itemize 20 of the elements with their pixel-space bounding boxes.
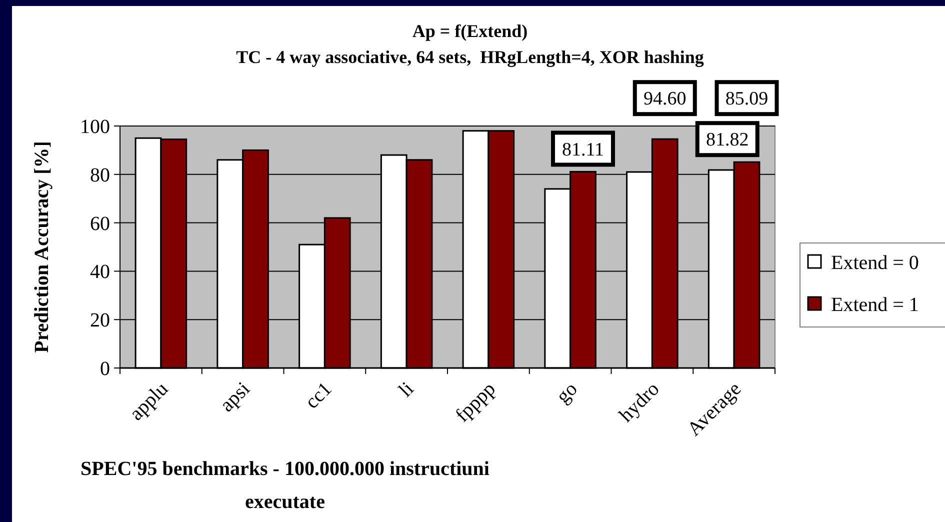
y-tick-label: 100 — [80, 116, 110, 138]
y-tick-label: 0 — [100, 358, 110, 380]
x-tick-label: cc1 — [301, 378, 336, 414]
legend-label: Extend = 0 — [831, 252, 919, 274]
data-label: 85.09 — [725, 88, 768, 110]
y-tick-label: 80 — [90, 164, 110, 186]
y-axis-title: Prediction Accuracy [%] — [31, 141, 53, 353]
x-tick-label: apsi — [216, 378, 255, 416]
data-label: 81.11 — [562, 139, 604, 160]
x-tick-label: li — [394, 378, 418, 402]
y-tick-label: 60 — [90, 212, 110, 235]
chart-title: Ap = f(Extend) — [412, 21, 528, 41]
legend-label: Extend = 1 — [831, 294, 919, 316]
x-axis-title: SPEC'95 benchmarks - 100.000.000 instructiuni executate — [80, 458, 490, 513]
data-label: 94.60 — [644, 88, 686, 110]
y-tick-label: 20 — [90, 310, 110, 332]
data-label: 81.82 — [706, 130, 749, 151]
chart-subtitle: TC - 4 way associative, 64 sets, HRgLength=4, XOR hashing — [236, 47, 704, 67]
y-tick-label: 40 — [90, 261, 110, 284]
x-tick-label: go — [552, 378, 582, 408]
